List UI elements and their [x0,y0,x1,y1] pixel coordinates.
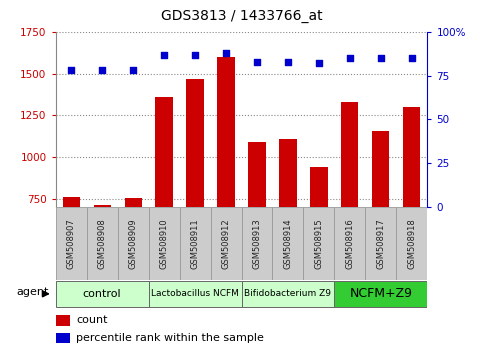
Bar [341,102,358,324]
Bar [125,198,142,324]
Bar [94,205,111,324]
Text: GSM508908: GSM508908 [98,218,107,269]
Bar [272,207,303,280]
Text: Bifidobacterium Z9: Bifidobacterium Z9 [244,289,331,298]
Text: agent: agent [16,287,49,297]
Point [253,59,261,64]
Bar [334,207,366,280]
Text: GSM508907: GSM508907 [67,218,75,269]
Bar [86,207,117,280]
Bar [397,207,427,280]
Text: percentile rank within the sample: percentile rank within the sample [76,333,264,343]
Point [346,55,354,61]
Point [408,55,416,61]
Text: Lactobacillus NCFM: Lactobacillus NCFM [151,289,239,298]
Point [160,52,168,57]
FancyBboxPatch shape [334,281,427,307]
Bar [403,107,421,324]
Text: GSM508909: GSM508909 [128,218,138,269]
Text: NCFM+Z9: NCFM+Z9 [350,287,412,300]
Bar [117,207,149,280]
Bar [372,131,389,324]
Point [222,50,230,56]
Bar [156,97,172,324]
Text: GSM508911: GSM508911 [190,218,199,269]
Point [67,68,75,73]
Text: GSM508912: GSM508912 [222,218,230,269]
Bar [311,167,327,324]
Point [191,52,199,57]
Bar [149,207,180,280]
Point [315,61,323,66]
Bar [56,333,71,343]
Point [98,68,106,73]
FancyBboxPatch shape [149,281,242,307]
Bar [303,207,334,280]
Text: control: control [83,289,121,299]
Bar [242,207,272,280]
Text: GSM508913: GSM508913 [253,218,261,269]
Text: count: count [76,315,108,325]
Bar [56,315,71,326]
Text: GSM508914: GSM508914 [284,218,293,269]
Text: GSM508917: GSM508917 [376,218,385,269]
Text: GDS3813 / 1433766_at: GDS3813 / 1433766_at [161,9,322,23]
Point [284,59,292,64]
FancyBboxPatch shape [242,281,334,307]
Text: GSM508910: GSM508910 [159,218,169,269]
Bar [248,142,266,324]
Bar [217,57,235,324]
Bar [56,207,86,280]
Bar [62,197,80,324]
Text: GSM508918: GSM508918 [408,218,416,269]
Bar [186,79,203,324]
Point [129,68,137,73]
Bar [280,139,297,324]
Bar [366,207,397,280]
Bar [211,207,242,280]
FancyBboxPatch shape [56,281,149,307]
Point [377,55,385,61]
Text: GSM508916: GSM508916 [345,218,355,269]
Bar [180,207,211,280]
Text: GSM508915: GSM508915 [314,218,324,269]
